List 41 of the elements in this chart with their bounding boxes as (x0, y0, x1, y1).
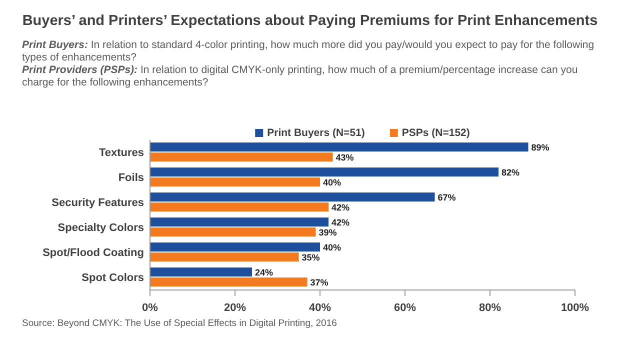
bar (150, 178, 320, 186)
bar (150, 278, 308, 286)
bar (150, 218, 328, 226)
bar (150, 152, 333, 162)
data-label: 67% (438, 192, 456, 203)
x-tick-label: 20% (224, 302, 246, 314)
data-label: 39% (318, 228, 337, 238)
x-tick-label: 0% (142, 302, 158, 314)
bar (150, 252, 299, 262)
y-tick-label: Security Features (52, 197, 144, 210)
y-tick-label: Spot Colors (82, 272, 144, 284)
legend-label: Print Buyers (N=51) (267, 127, 365, 139)
data-label: 43% (336, 152, 354, 163)
x-tick-label: 40% (308, 302, 332, 314)
data-label: 42% (332, 218, 350, 228)
y-tick-label: Spot/Flood Coating (42, 247, 144, 260)
x-tick-label: 100% (560, 302, 590, 314)
bar (150, 228, 316, 236)
y-tick-label: Foils (118, 172, 144, 184)
bar (150, 168, 498, 176)
data-label: 40% (323, 242, 342, 253)
data-label: 40% (323, 178, 342, 188)
bar (150, 202, 328, 212)
bar (150, 142, 528, 152)
data-label: 82% (502, 168, 520, 178)
x-tick-label: 80% (478, 302, 502, 314)
text: Print Buyers: In relation to standard 4-color printing, how much more did you pay/would you expect to pay for the following types of enhancements? Print Providers (PSPs): In relation to digital CMYK-only printing, how much of a premium/percentage increase can you charge for the following enhancements? (22, 39, 594, 88)
data-label: 24% (255, 268, 274, 278)
legend-label: PSPs (N=152) (402, 127, 470, 139)
data-label: 42% (332, 202, 350, 213)
y-tick-label: Specialty Colors (58, 222, 144, 234)
bar (150, 192, 435, 202)
y-tick-label: Textures (98, 147, 144, 160)
bar (150, 242, 320, 252)
bar (150, 268, 252, 276)
data-label: 89% (531, 142, 550, 153)
data-label: 37% (310, 278, 328, 288)
x-tick-label: 60% (394, 302, 416, 314)
source-note: Source: Beyond CMYK: The Use of Special Effects in Digital Printing, 2016 (22, 318, 337, 329)
data-label: 35% (302, 252, 320, 263)
chart-title: Buyers’ and Printers’ Expectations about Paying Premiums for Print Enhancements (22, 13, 598, 29)
